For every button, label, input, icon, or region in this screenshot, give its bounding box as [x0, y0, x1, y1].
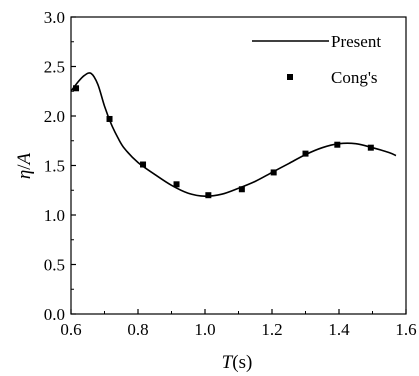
- y-axis-sep: /: [14, 164, 35, 170]
- legend-marker-congs: [287, 74, 293, 80]
- y-axis-var: η: [14, 170, 35, 179]
- plot-border: [70, 16, 407, 315]
- data-point-congs: [238, 186, 245, 193]
- data-point-congs: [367, 144, 374, 151]
- y-tick-label: 3.0: [44, 8, 65, 27]
- x-tick-label: 1.4: [328, 320, 350, 339]
- y-tick-label: 0.5: [44, 256, 65, 275]
- legend: Present Cong's: [252, 32, 381, 87]
- x-ticks: 0.6 0.8 1.0 1.2 1.4 1.6: [60, 309, 417, 339]
- legend-label-present: Present: [331, 32, 381, 51]
- y-ticks: 0.0 0.5 1.0 1.5 2.0 2.5 3.0: [44, 8, 76, 324]
- data-point-congs: [334, 141, 341, 148]
- data-point-congs: [106, 115, 113, 122]
- x-tick-label: 0.8: [127, 320, 148, 339]
- x-tick-label: 1.2: [261, 320, 282, 339]
- legend-label-congs: Cong's: [331, 68, 378, 87]
- y-axis-title: η/A: [14, 152, 35, 179]
- data-point-congs: [205, 192, 212, 199]
- y-tick-label: 1.0: [44, 206, 65, 225]
- x-axis-title: T(s): [222, 352, 253, 373]
- data-point-congs: [140, 161, 147, 168]
- y-tick-label: 0.0: [44, 305, 65, 324]
- series-layer: [70, 72, 397, 199]
- x-tick-label: 0.6: [60, 320, 81, 339]
- x-tick-label: 1.0: [194, 320, 215, 339]
- x-tick-label: 1.6: [395, 320, 416, 339]
- y-tick-label: 2.0: [44, 107, 65, 126]
- data-point-congs: [73, 85, 80, 92]
- y-tick-label: 2.5: [44, 58, 65, 77]
- data-point-congs: [173, 181, 180, 188]
- x-axis-var: T: [222, 352, 234, 373]
- y-axis-var2: A: [14, 152, 35, 166]
- y-tick-label: 1.5: [44, 157, 65, 176]
- x-axis-unit: (s): [232, 352, 252, 373]
- axes-frame: [70, 16, 407, 315]
- data-point-congs: [270, 169, 277, 176]
- data-point-congs: [302, 150, 309, 157]
- series-line-present: [70, 72, 397, 198]
